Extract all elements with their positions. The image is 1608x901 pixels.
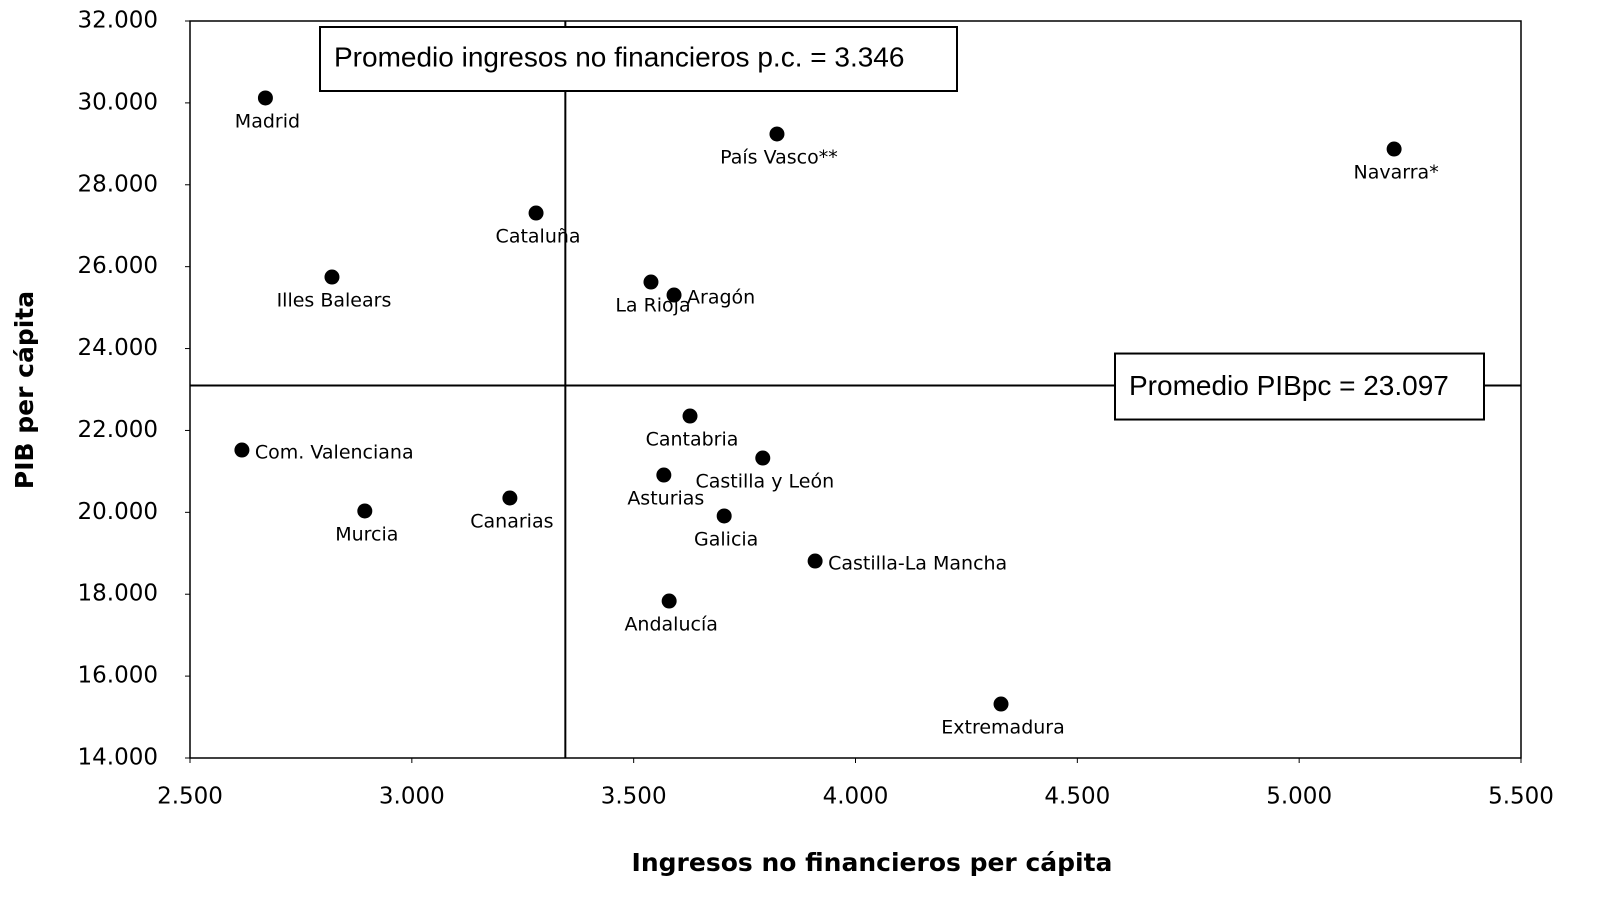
point	[682, 408, 698, 424]
point-label: Aragón	[687, 287, 755, 309]
point-label: Canarias	[470, 511, 553, 533]
x-tick-label: 4.500	[1044, 784, 1110, 810]
x-tick-label: 2.500	[157, 784, 223, 810]
point	[502, 490, 518, 506]
point	[807, 553, 823, 569]
point	[656, 467, 672, 483]
point-label: Illes Balears	[277, 290, 392, 312]
point	[1386, 141, 1402, 157]
y-tick-label: 26.000	[78, 253, 158, 279]
point	[528, 205, 544, 221]
point	[716, 508, 732, 524]
point	[257, 90, 273, 106]
point-label: Asturias	[627, 488, 704, 510]
x-tick-label: 5.500	[1488, 784, 1554, 810]
x-tick-label: 3.500	[601, 784, 667, 810]
point	[324, 269, 340, 285]
x-tick-label: 5.000	[1266, 784, 1332, 810]
point-label: Cataluña	[496, 226, 581, 248]
point-label: Madrid	[235, 110, 300, 132]
annotation-box	[1114, 352, 1485, 421]
point	[357, 503, 373, 519]
y-tick-label: 18.000	[78, 581, 158, 607]
y-tick-label: 20.000	[78, 499, 158, 525]
point	[666, 287, 682, 303]
x-axis-title: Ingresos no financieros per cápita	[632, 848, 1113, 877]
point	[755, 450, 771, 466]
annotation-box	[319, 26, 958, 92]
y-tick-label: 24.000	[78, 335, 158, 361]
point	[643, 274, 659, 290]
point-label: Cantabria	[646, 429, 739, 451]
point-label: Andalucía	[624, 614, 717, 636]
y-tick-label: 22.000	[78, 417, 158, 443]
point	[769, 126, 785, 142]
point-label: Extremadura	[941, 717, 1065, 739]
y-tick-label: 30.000	[78, 89, 158, 115]
y-tick-label: 28.000	[78, 171, 158, 197]
y-axis-title: PIB per cápita	[10, 291, 39, 489]
point-label: País Vasco**	[720, 147, 838, 169]
point-label: Castilla y León	[695, 471, 834, 493]
y-tick-label: 16.000	[78, 663, 158, 689]
point	[234, 442, 250, 458]
y-tick-label: 32.000	[78, 8, 158, 34]
annotation: Promedio PIBpc = 23.097	[1129, 370, 1449, 401]
point-label: Com. Valenciana	[255, 442, 414, 464]
point-label: Castilla-La Mancha	[828, 553, 1007, 575]
y-tick-label: 14.000	[78, 745, 158, 771]
point	[993, 696, 1009, 712]
x-tick-label: 4.000	[823, 784, 889, 810]
annotation: Promedio ingresos no financieros p.c. = …	[334, 41, 904, 72]
point-label: Galicia	[694, 528, 758, 550]
point-label: Murcia	[335, 523, 398, 545]
point	[661, 593, 677, 609]
x-tick-label: 3.000	[379, 784, 445, 810]
point-label: Navarra*	[1354, 162, 1439, 184]
